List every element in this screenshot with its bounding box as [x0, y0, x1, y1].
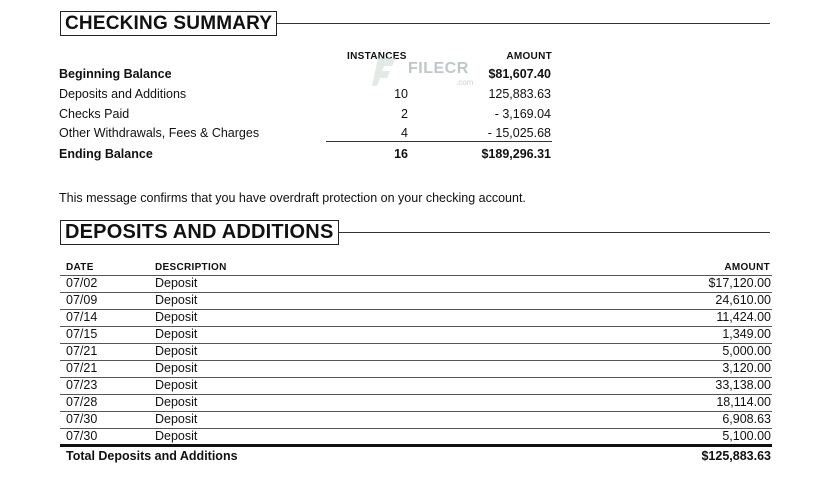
deposit-date: 07/30	[66, 429, 98, 443]
deposit-description: Deposit	[155, 395, 198, 409]
row-divider	[60, 428, 772, 429]
row-divider	[60, 292, 772, 293]
watermark-text: FILECR	[408, 60, 469, 77]
header-rule	[275, 23, 770, 24]
deposit-date: 07/28	[66, 395, 98, 409]
row-divider	[60, 377, 772, 378]
row-divider	[60, 309, 772, 310]
summary-label: Other Withdrawals, Fees & Charges	[59, 126, 260, 140]
watermark-subtext: .com	[456, 78, 474, 87]
deposit-description: Deposit	[155, 378, 198, 392]
col-date-header: DATE	[66, 262, 94, 273]
summary-instances: 2	[401, 107, 408, 121]
deposit-date: 07/21	[66, 344, 98, 358]
deposits-header: DEPOSITS AND ADDITIONS	[60, 220, 770, 245]
summary-instances: 16	[394, 147, 408, 161]
summary-label: Checks Paid	[59, 107, 130, 121]
total-rule	[60, 444, 772, 447]
deposit-amount: 11,424.00	[716, 310, 771, 324]
deposit-amount: 1,349.00	[722, 327, 771, 341]
header-rule	[330, 232, 770, 233]
deposit-amount: 5,100.00	[722, 429, 771, 443]
deposit-description: Deposit	[155, 429, 198, 443]
col-description-header: DESCRIPTION	[155, 262, 227, 273]
deposit-date: 07/23	[66, 378, 98, 392]
deposit-amount: 24,610.00	[715, 293, 771, 307]
row-divider	[60, 394, 772, 395]
checking-summary-header: CHECKING SUMMARY	[60, 11, 770, 36]
deposit-description: Deposit	[155, 344, 198, 358]
summary-instances: 4	[401, 126, 408, 140]
filecr-watermark: FILECR .com	[370, 54, 480, 90]
col-amount-header: AMOUNT	[724, 262, 770, 273]
deposits-title: DEPOSITS AND ADDITIONS	[60, 220, 339, 245]
col-amount-header: AMOUNT	[506, 51, 552, 62]
summary-amount: 125,883.63	[488, 87, 551, 101]
deposit-amount: 6,908.63	[722, 412, 771, 426]
deposit-amount: 18,114.00	[716, 395, 771, 409]
deposit-description: Deposit	[155, 412, 198, 426]
deposit-date: 07/02	[66, 276, 98, 290]
summary-label: Beginning Balance	[59, 67, 172, 81]
summary-instances: 10	[394, 87, 408, 101]
deposit-date: 07/14	[66, 310, 98, 324]
checking-summary-title: CHECKING SUMMARY	[60, 11, 278, 36]
deposit-description: Deposit	[155, 361, 198, 375]
summary-label: Ending Balance	[59, 147, 153, 161]
deposit-date: 07/09	[66, 293, 98, 307]
deposit-date: 07/30	[66, 412, 98, 426]
total-amount: $125,883.63	[701, 449, 771, 463]
summary-label: Deposits and Additions	[59, 87, 187, 101]
deposit-description: Deposit	[155, 276, 198, 290]
deposit-description: Deposit	[155, 310, 198, 324]
summary-amount: - 15,025.68	[487, 126, 551, 140]
deposit-description: Deposit	[155, 293, 198, 307]
filecr-logo-icon	[372, 58, 396, 86]
row-divider	[60, 360, 772, 361]
col-instances-header: INSTANCES	[347, 51, 407, 62]
summary-total-rule	[326, 141, 552, 142]
total-label: Total Deposits and Additions	[66, 449, 238, 463]
deposit-amount: 5,000.00	[722, 344, 771, 358]
header-divider	[60, 275, 772, 276]
row-divider	[60, 411, 772, 412]
overdraft-message: This message confirms that you have over…	[59, 191, 526, 205]
deposit-date: 07/15	[66, 327, 98, 341]
row-divider	[60, 326, 772, 327]
deposit-amount: 3,120.00	[722, 361, 771, 375]
summary-amount: - 3,169.04	[494, 107, 551, 121]
deposit-amount: 33,138.00	[715, 378, 771, 392]
summary-amount: $189,296.31	[481, 147, 551, 161]
deposit-date: 07/21	[66, 361, 98, 375]
deposit-amount: $17,120.00	[708, 276, 771, 290]
summary-amount: $81,607.40	[488, 67, 551, 81]
deposit-description: Deposit	[155, 327, 198, 341]
row-divider	[60, 343, 772, 344]
